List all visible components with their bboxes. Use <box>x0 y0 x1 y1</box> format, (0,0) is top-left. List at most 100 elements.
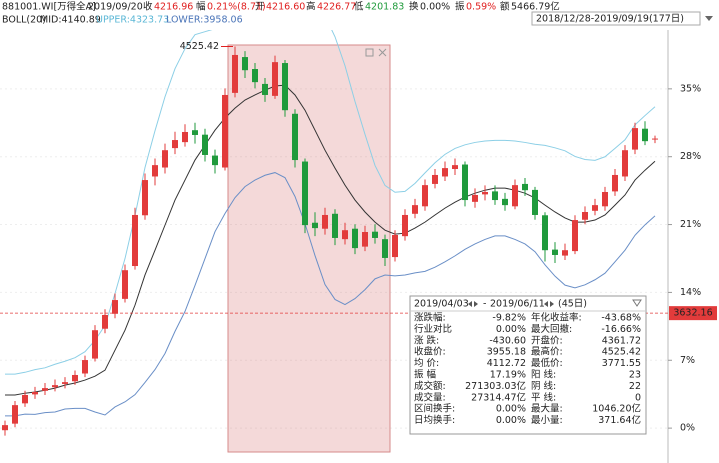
stat-value: 0.00% <box>496 415 526 426</box>
stat-value: 3955.18 <box>487 347 526 358</box>
candle-body <box>322 214 328 229</box>
candle-body <box>172 140 178 149</box>
stats-panel: 2019/04/03 - 2019/06/11 (45日) 涨跌幅: -9.82%… <box>409 295 647 435</box>
value: 5466.79亿 <box>511 1 560 13</box>
arrows-icon[interactable] <box>468 301 478 307</box>
upper: UPPER:4323.73 <box>96 15 169 26</box>
stat-value: 4112.72 <box>487 358 526 369</box>
stat-value: 23 <box>629 370 641 381</box>
stat-label: 成交量: <box>414 391 446 403</box>
candle-body <box>262 83 268 95</box>
stat-label: 最小量: <box>531 415 563 426</box>
candle-body <box>92 330 98 359</box>
stat-label: 最大量: <box>531 403 563 415</box>
range-box[interactable] <box>531 11 701 26</box>
stat-label: 涨跌幅: <box>414 312 446 324</box>
candle-body <box>282 63 288 111</box>
candle-body <box>182 131 188 143</box>
candle-body <box>252 69 258 83</box>
candle-body <box>652 138 658 140</box>
stat-value: 27314.47亿 <box>471 391 526 403</box>
candle-body <box>372 231 378 238</box>
value: 4201.83 <box>365 2 404 13</box>
candle-body <box>102 314 108 329</box>
selection[interactable] <box>227 44 391 453</box>
close-icon[interactable] <box>378 48 387 57</box>
dropdown-icon[interactable] <box>705 16 713 21</box>
stat-value: 271303.03亿 <box>465 380 526 392</box>
label: 收 <box>143 1 153 13</box>
stat-value: 3771.55 <box>602 358 641 369</box>
pin-icon[interactable] <box>632 299 642 307</box>
candle-body <box>152 165 158 177</box>
stat-value: 4525.42 <box>602 347 641 358</box>
candle-body <box>502 198 508 206</box>
candle-body <box>602 191 608 207</box>
candle-body <box>462 164 468 201</box>
candle-body <box>492 191 498 201</box>
label: 开 <box>255 2 265 13</box>
stat-label: 振 幅 <box>414 369 437 381</box>
candle-body <box>392 234 398 258</box>
stat-value: -16.66% <box>601 324 641 335</box>
candle-body <box>2 425 8 431</box>
mid: MID:4140.89 <box>40 15 101 26</box>
boll-line <box>5 84 656 396</box>
date: 2019/09/20 <box>88 2 143 13</box>
stat-value: -9.82% <box>492 313 526 324</box>
candle-body <box>32 391 38 395</box>
y-tick-label: 7% <box>680 355 695 366</box>
indicator: BOLL(20) <box>2 15 46 26</box>
candle-body <box>422 185 428 207</box>
candle-body <box>312 222 318 229</box>
stat-label: 均 价: <box>414 357 439 369</box>
peak-label: 4525.42 <box>180 41 219 52</box>
stat-value: 0 <box>635 392 641 403</box>
stat-value: 22 <box>629 381 641 392</box>
code: 881001.WI[万得全A] <box>2 1 96 13</box>
stat-label: 成交额: <box>414 380 446 392</box>
candle-body <box>512 185 518 207</box>
candles <box>2 46 658 436</box>
candle-body <box>542 215 548 251</box>
y-tick-label: 0% <box>680 423 695 434</box>
candle-body <box>162 150 168 168</box>
candle-body <box>42 388 48 391</box>
bands <box>5 30 656 417</box>
candle-body <box>562 250 568 256</box>
label: 换 <box>409 1 419 13</box>
stat-label: 阳 线: <box>531 369 556 381</box>
stat-label: 年化收益率: <box>531 312 582 324</box>
value: 4216.60 <box>266 2 305 13</box>
candle-body <box>212 155 218 166</box>
y-tick-label: 21% <box>680 219 701 230</box>
value: 0.59% <box>466 2 496 13</box>
candle-body <box>232 54 238 93</box>
value: 0.00% <box>420 2 450 13</box>
range[interactable]: 2018/12/28-2019/09/19(177日) <box>536 14 684 25</box>
panel-box <box>409 295 647 435</box>
maximize-icon[interactable] <box>365 48 374 57</box>
candle-body <box>572 220 578 252</box>
stat-label: 开盘价: <box>531 334 563 346</box>
candle-body <box>442 168 448 177</box>
panel-dash: - <box>483 299 486 310</box>
label: 低 <box>354 1 364 13</box>
boll-line <box>5 30 656 375</box>
stat-label: 行业对比 <box>414 323 452 335</box>
arrows-icon[interactable] <box>544 301 554 307</box>
candle-body <box>482 191 488 195</box>
stat-label: 平 线: <box>531 391 556 403</box>
label: 幅 <box>196 1 206 13</box>
y-tick-label: 35% <box>680 83 701 94</box>
stat-label: 区间换手: <box>414 403 455 415</box>
candle-body <box>382 239 388 258</box>
header: 881001.WI[万得全A] 2019/09/20 收 4216.96 幅 0… <box>2 1 713 26</box>
candle-body <box>132 214 138 267</box>
stat-value: 0.00% <box>496 324 526 335</box>
candle-body <box>222 94 228 168</box>
stat-value: 1046.20亿 <box>592 403 641 415</box>
label: 额 <box>500 1 510 13</box>
candle-body <box>362 231 368 247</box>
